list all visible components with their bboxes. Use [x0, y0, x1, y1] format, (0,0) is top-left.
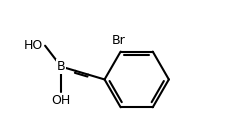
Text: OH: OH: [51, 94, 71, 107]
Text: Br: Br: [112, 34, 125, 47]
Text: B: B: [57, 60, 65, 73]
Text: HO: HO: [24, 39, 43, 52]
